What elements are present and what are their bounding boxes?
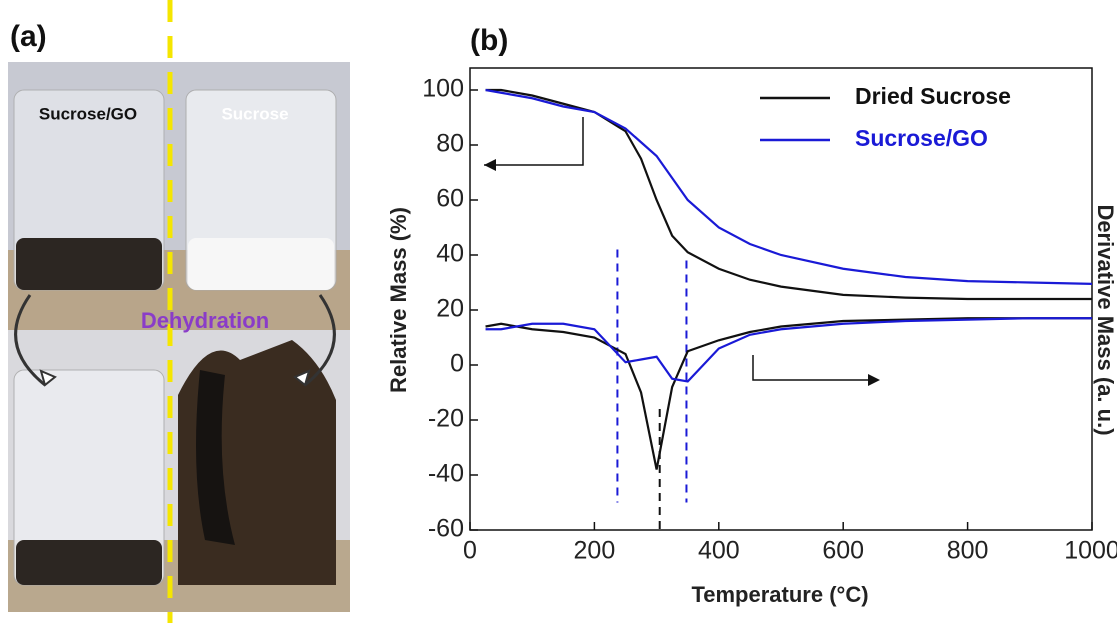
x-tick-label: 1000 [1064, 537, 1117, 565]
photo-label: Sucrose [221, 104, 288, 123]
dark-powder [16, 238, 162, 290]
axis-arrow [484, 117, 584, 166]
panel-label: (a) [10, 20, 47, 53]
series-line [485, 88, 1093, 285]
arrow-head [39, 369, 57, 387]
photo-label: Sucrose/GO [39, 104, 137, 123]
foam-overflow [196, 370, 235, 545]
y2-axis-title: Derivative Mass (a. u.) [1093, 204, 1117, 435]
y-tick-label: 60 [436, 185, 464, 213]
arrow [14, 294, 46, 387]
legend-label: Dried Sucrose [855, 83, 1011, 109]
series-line [485, 88, 1092, 301]
photo [8, 0, 350, 623]
y-tick-label: -60 [428, 515, 464, 543]
x-tick-label: 0 [463, 537, 477, 565]
dark-powder [16, 540, 162, 585]
legend-label: Sucrose/GO [855, 125, 988, 151]
axis-arrow [752, 355, 875, 381]
y-tick-label: -20 [428, 405, 464, 433]
x-tick-label: 400 [698, 537, 740, 565]
derivative-line [485, 317, 1092, 470]
y-tick-label: -40 [428, 460, 464, 488]
arrow-head [293, 369, 311, 387]
axis-arrow-head [484, 159, 496, 171]
white-powder [188, 238, 334, 290]
y-tick-label: 20 [436, 295, 464, 323]
axis-arrow-head [868, 374, 880, 386]
y-tick-label: 80 [436, 130, 464, 158]
panel-label: (b) [470, 24, 508, 57]
photo-annotation: Dehydration [141, 308, 269, 333]
y-axis-title: Relative Mass (%) [386, 207, 411, 393]
x-tick-label: 200 [574, 537, 616, 565]
y-tick-label: 40 [436, 240, 464, 268]
x-axis-title: Temperature (°C) [691, 582, 868, 607]
x-tick-label: 600 [822, 537, 864, 565]
y-tick-label: 100 [422, 75, 464, 103]
derivative-line [485, 317, 1092, 383]
y-tick-label: 0 [450, 350, 464, 378]
arrow [304, 294, 336, 387]
x-tick-label: 800 [947, 537, 989, 565]
